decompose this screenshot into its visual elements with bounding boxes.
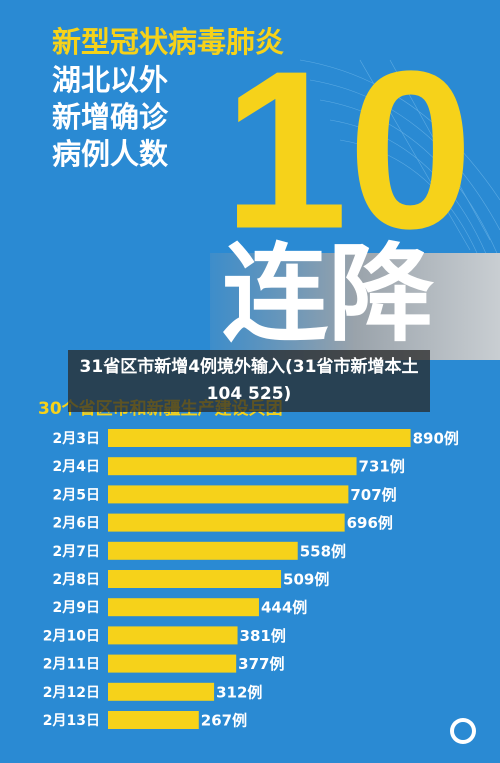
decor-lines — [299, 59, 500, 321]
bar — [108, 626, 238, 645]
category-label: 2月8日 — [53, 572, 100, 588]
category-label: 2月10日 — [43, 628, 100, 644]
category-label: 2月3日 — [53, 431, 100, 447]
bar — [108, 513, 345, 532]
headline-number: 10 — [223, 23, 473, 275]
title: 新型冠状病毒肺炎 — [52, 25, 284, 59]
value-label: 381例 — [240, 627, 286, 645]
value-label: 509例 — [283, 571, 329, 589]
subtitle: 新增确诊 — [52, 100, 169, 134]
bar — [108, 654, 237, 673]
bar — [108, 570, 282, 588]
value-label: 696例 — [347, 514, 393, 532]
category-label: 2月7日 — [53, 544, 100, 560]
subtitle: 病例人数 — [52, 137, 169, 171]
value-label: 444例 — [261, 599, 307, 617]
bar — [108, 541, 298, 560]
bar — [108, 457, 357, 476]
headline-band — [210, 253, 500, 360]
value-label: 312例 — [216, 683, 262, 701]
value-label: 377例 — [238, 655, 284, 673]
value-label: 890例 — [413, 430, 459, 448]
category-label: 2月4日 — [53, 459, 100, 475]
value-label: 731例 — [359, 458, 405, 476]
subtitle: 湖北以外 — [52, 63, 168, 97]
caption: 31省区市新增4例境外输入(31省市新增本土104 525) — [68, 350, 430, 412]
category-label: 2月13日 — [43, 713, 100, 729]
bar — [108, 429, 411, 447]
value-label: 267例 — [201, 712, 247, 730]
category-label: 2月5日 — [53, 487, 100, 503]
headline-word: 连降 — [222, 233, 435, 356]
category-label: 2月9日 — [53, 600, 100, 616]
value-label: 558例 — [300, 542, 346, 560]
bar — [108, 598, 259, 617]
bar — [108, 485, 349, 504]
bar — [108, 682, 215, 701]
category-label: 2月6日 — [53, 516, 100, 532]
bar — [108, 711, 199, 729]
category-label: 2月12日 — [43, 685, 100, 701]
category-label: 2月11日 — [43, 657, 100, 673]
emblem — [450, 718, 476, 744]
value-label: 707例 — [350, 486, 396, 504]
